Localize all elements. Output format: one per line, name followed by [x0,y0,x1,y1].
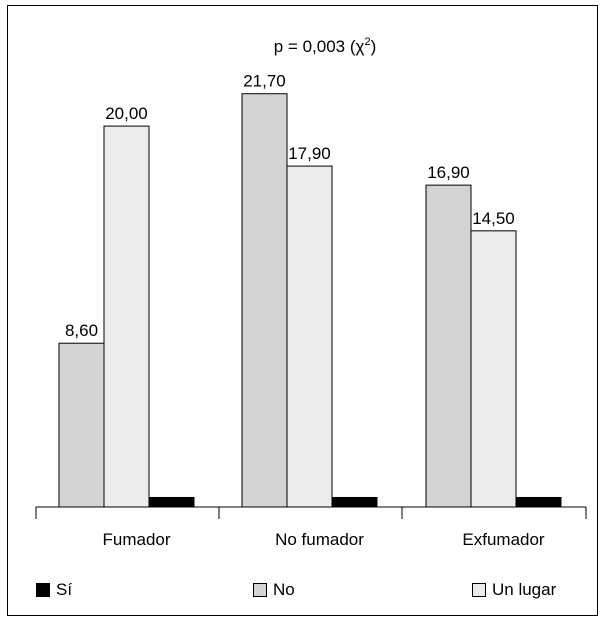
data-label-no-fumador-no: 21,70 [243,72,286,91]
data-label-exfumador-un-lugar: 14,50 [472,209,515,228]
legend-swatch-si [36,583,50,597]
x-tick-label-no-fumador: No fumador [275,530,364,549]
bar-fumador-un-lugar [103,125,150,508]
data-label-no-fumador-un-lugar: 17,90 [288,144,331,163]
bar-exfumador-un-lugar [470,230,517,508]
x-tick-label-exfumador: Exfumador [462,530,545,549]
legend-label-un-lugar: Un lugar [492,580,557,599]
bar-no-fumador-si [331,496,378,508]
data-label-fumador-un-lugar: 20,00 [105,104,148,123]
bar-fumador-no [58,342,105,508]
legend-swatch-un-lugar [472,583,486,597]
legend-item-si: Sí [36,580,72,600]
bar-fumador-si [148,496,195,508]
legend-swatch-no [253,583,267,597]
bar-exfumador-no [425,184,472,508]
bar-no-fumador-no [241,93,288,508]
bar-exfumador-si [515,496,562,508]
legend-label-no: No [273,580,295,599]
x-tick-label-fumador: Fumador [102,530,170,549]
chart-title: p = 0,003 (χ2) [274,36,377,56]
legend-label-si: Sí [56,580,73,599]
legend-item-no: No [253,580,295,600]
bar-no-fumador-un-lugar [286,165,333,508]
data-label-fumador-no: 8,60 [65,321,98,340]
legend-item-un-lugar: Un lugar [472,580,556,600]
data-label-exfumador-no: 16,90 [427,163,470,182]
